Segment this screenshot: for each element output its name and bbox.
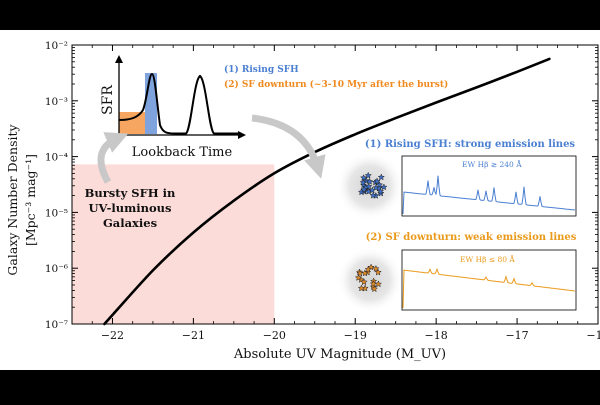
ew-annotation-downturn: EW Hβ ≤ 80 Å [460,255,515,264]
star-icon [374,280,383,288]
star-icon [365,182,373,190]
star-icon [375,181,384,189]
spectrum-panel-downturn: (2) SF downturn: weak emission lines EW … [337,232,577,313]
galaxy-halo-downturn [337,247,403,313]
star-icon [377,173,385,181]
bursty-label-line-1: Bursty SFH in [85,186,176,200]
y-tick-label: 10⁻⁷ [45,319,68,331]
x-axis-label: Absolute UV Magnitude (M_UV) [233,347,446,362]
bursty-label-line-2: UV-luminous [88,201,171,215]
spectrum-box-rising [401,155,577,217]
star-icon [365,177,374,185]
x-tick-label: −17 [505,329,528,342]
x-tick-label: −18 [425,329,448,342]
plot-frame [71,44,599,325]
star-icon [368,186,377,194]
star-icon [360,278,368,286]
sfh-x-arrow-icon [238,131,246,139]
x-tick-label: −16 [586,329,600,342]
spectrum-line-downturn [402,267,576,309]
legend-downturn: (2) SF downturn (~3-10 Myr after the bur… [224,79,448,90]
x-tick-label: −21 [182,329,205,342]
sfh-curve [118,72,238,135]
spectrum-title-downturn: (2) SF downturn: weak emission lines [366,232,577,243]
sfh-xlabel: Lookback Time [132,145,233,160]
y-tick-label: 10⁻² [45,40,68,52]
star-icon [380,183,388,191]
x-tick-label: −20 [263,329,286,342]
sfh-y-arrow-icon [115,55,123,63]
spectrum-title-rising: (1) Rising SFH: strong emission lines [365,139,576,150]
legend-rising: (1) Rising SFH [224,64,299,75]
downturn-band [119,112,145,134]
star-icon [373,177,381,185]
arrow-up-icon [97,132,129,184]
spectrum-panel-rising: (1) Rising SFH: strong emission lines EW… [336,139,577,220]
arrow-right-icon [251,114,326,179]
luminosity-function-curve [103,57,551,326]
star-icon [364,265,372,273]
star-icon [357,284,366,292]
y-axis-label-line-2: [Mpc⁻³ mag⁻¹] [23,154,38,246]
star-icon [359,178,367,186]
galaxy-stars-downturn [354,263,383,293]
star-icon [370,285,379,293]
star-icon [354,273,363,281]
star-icon [364,171,372,179]
star-icon [369,191,377,199]
star-icon [360,185,368,193]
y-tick-label: 10⁻⁴ [45,152,68,164]
axis-ticks: −22 −21 −20 −19 −18 −17 −16 10⁻⁷ 10⁻⁶ 10⁻⁵ 10⁻⁴ 10⁻… [45,40,600,342]
bursty-label-line-3: Galaxies [103,216,157,230]
sfh-inset: SFR Lookback Time (1) Rising SFH (2) SF … [100,55,448,160]
star-icon [359,174,368,182]
x-tick-label: −22 [101,329,124,342]
y-axis-label-line-1: Galaxy Number Density [5,124,20,276]
sfh-ylabel: SFR [100,85,116,115]
bursty-region-shade [72,164,275,324]
y-tick-label: 10⁻³ [45,96,68,108]
star-icon [372,264,380,272]
galaxy-stars-rising [357,171,388,199]
x-tick-label: −19 [344,329,367,342]
y-tick-label: 10⁻⁶ [45,263,68,275]
ew-annotation-rising: EW Hβ ≳ 240 Å [462,160,522,169]
star-icon [374,268,382,276]
y-tick-label: 10⁻⁵ [45,207,68,219]
spectrum-line-rising [402,175,576,215]
